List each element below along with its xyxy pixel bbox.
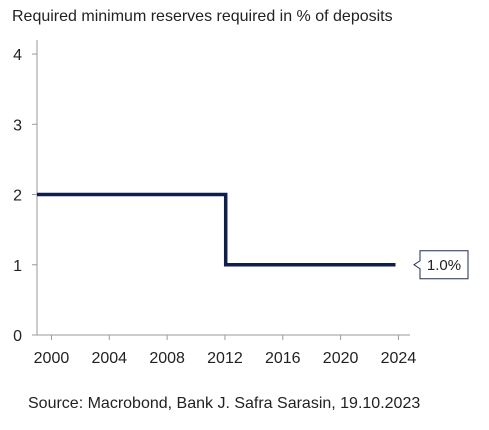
series-line — [37, 192, 396, 267]
x-tick-label: 2016 — [265, 350, 301, 367]
end-value-callout — [413, 250, 469, 280]
x-tick-label: 2000 — [34, 350, 70, 367]
x-tick-label: 2024 — [381, 350, 417, 367]
chart-title: Required minimum reserves required in % … — [12, 8, 393, 25]
axis-ticks: 0 1 2 3 4 2000 2004 2008 2012 2016 2020 2024 — [13, 47, 416, 367]
end-value-label: 1.0% — [427, 257, 461, 274]
y-tick-label: 2 — [13, 188, 22, 205]
y-tick-label: 1 — [13, 258, 22, 275]
y-tick-label: 4 — [13, 47, 22, 64]
x-tick-label: 2020 — [323, 350, 359, 367]
series-layer — [37, 192, 396, 267]
chart-source: Source: Macrobond, Bank J. Safra Sarasin… — [28, 395, 421, 412]
x-tick-label: 2012 — [207, 350, 243, 367]
y-tick-label: 3 — [13, 117, 22, 134]
y-tick-label: 0 — [13, 328, 22, 345]
x-tick-label: 2008 — [149, 350, 185, 367]
axes — [36, 40, 410, 336]
x-tick-label: 2004 — [91, 350, 127, 367]
end-label-layer: 1.0% — [413, 250, 469, 280]
